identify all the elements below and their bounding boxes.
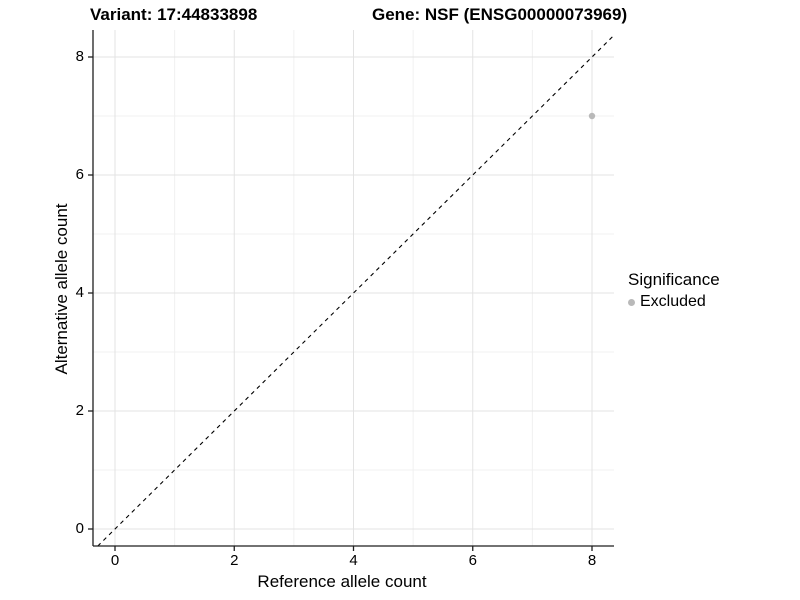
legend-title: Significance — [628, 270, 720, 289]
legend-key-dot-icon — [628, 298, 635, 306]
data-point — [588, 112, 596, 120]
gene-title: Gene: NSF (ENSG00000073969) — [372, 5, 628, 24]
y-tick-label: 8 — [75, 48, 84, 65]
legend-item: Excluded — [628, 293, 720, 311]
legend: Significance Excluded — [628, 270, 720, 311]
x-tick-label: 8 — [587, 552, 597, 569]
identity-line — [97, 34, 614, 546]
x-tick-label: 4 — [349, 552, 358, 569]
x-tick-label: 6 — [468, 552, 477, 569]
y-tick-label: 0 — [75, 520, 84, 537]
x-axis-title: Reference allele count — [257, 572, 427, 591]
legend-items: Excluded — [628, 293, 720, 311]
y-tick-label: 2 — [75, 402, 84, 419]
y-tick-label: 4 — [75, 284, 84, 301]
y-tick-label: 6 — [75, 166, 84, 183]
variant-title: Variant: 17:44833898 — [90, 5, 258, 24]
x-tick-label: 0 — [110, 552, 120, 569]
legend-item-label: Excluded — [640, 293, 706, 310]
y-axis-title: Alternative allele count — [52, 203, 71, 375]
x-tick-label: 2 — [230, 552, 239, 569]
